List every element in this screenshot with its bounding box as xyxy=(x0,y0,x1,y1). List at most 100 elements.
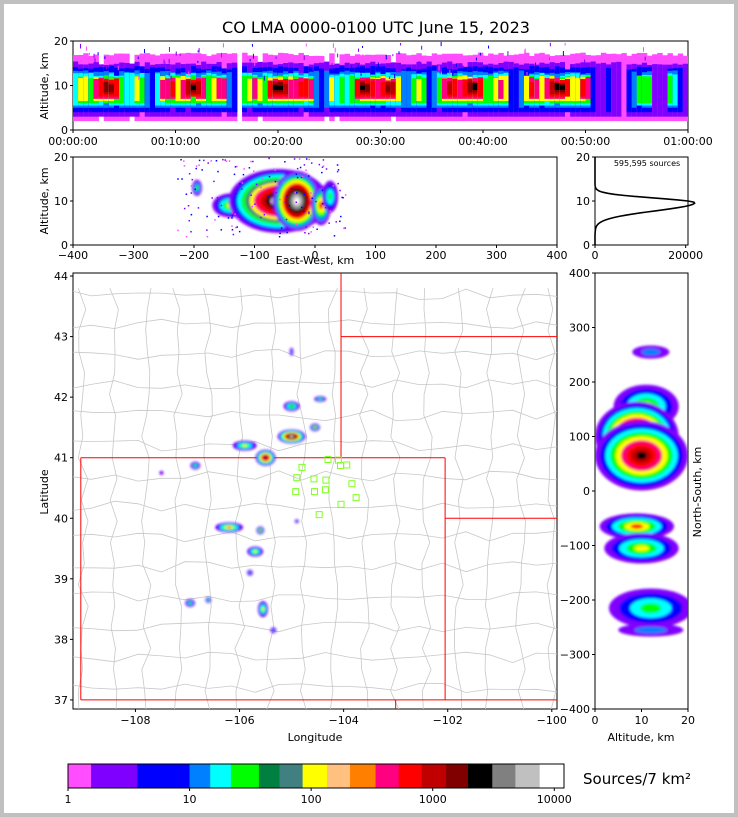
lma-station-marker xyxy=(315,511,323,519)
time-height-density xyxy=(73,41,688,122)
plan-view-x-tick: −102 xyxy=(433,714,463,727)
lma-station-marker xyxy=(348,480,356,488)
county-borders xyxy=(73,287,557,709)
altitude-histogram-y-tick: 0 xyxy=(583,239,590,252)
plan-view-y-tick: 37 xyxy=(54,694,68,707)
colorbar-swatch xyxy=(539,764,565,788)
colorbar-swatch xyxy=(375,764,400,788)
lma-station-marker xyxy=(352,494,360,502)
plan-view-y-tick: 38 xyxy=(54,633,68,646)
colorbar-tick: 100 xyxy=(301,793,322,806)
lma-station-marker xyxy=(337,500,345,508)
lma-stations xyxy=(292,456,360,519)
ew-height-x-tick: 0 xyxy=(312,249,319,262)
colorbar-swatch xyxy=(210,764,232,788)
colorbar-label: Sources/7 km² xyxy=(583,770,691,788)
ew-height-panel: −400 −300 −200 −100 0 100 200 300 400 0 10 20 Altit… xyxy=(38,151,568,267)
plan-view-density xyxy=(159,347,327,634)
plan-view-y-tick: 42 xyxy=(54,391,68,404)
colorbar-swatch xyxy=(515,764,541,788)
ns-height-y-tick: 0 xyxy=(583,485,590,498)
ew-height-y-tick: 0 xyxy=(61,239,68,252)
time-height-ylabel: Altitude, km xyxy=(38,52,51,119)
altitude-histogram-line xyxy=(594,157,696,245)
colorbar-tick: 1000 xyxy=(419,793,447,806)
colorbar-swatch xyxy=(492,764,516,788)
colorbar-tick: 10000 xyxy=(537,793,572,806)
ew-height-x-tick: 200 xyxy=(426,249,447,262)
ew-height-x-tick: 400 xyxy=(547,249,568,262)
ns-height-y-tick: −200 xyxy=(560,594,590,607)
colorbar: 1 10 100 1000 10000 Sources/7 km² xyxy=(65,763,691,806)
colorbar-swatch xyxy=(446,764,469,788)
ew-height-y-tick: 10 xyxy=(54,195,68,208)
plan-view-frame xyxy=(72,272,558,710)
plan-view-map xyxy=(73,273,557,709)
ns-height-y-tick: 100 xyxy=(569,431,590,444)
ew-height-x-tick: −300 xyxy=(118,249,148,262)
colorbar-ticks: 1 10 100 1000 10000 xyxy=(65,788,572,806)
ns-height-x-tick: 20 xyxy=(681,714,695,727)
ns-height-ticks: 0 10 20 400 300 200 100 0 −100 −200 −300 −400 xyxy=(560,267,695,727)
ns-height-panel: 0 10 20 400 300 200 100 0 −100 −200 −300 −400 North… xyxy=(560,267,704,744)
lma-station-marker xyxy=(322,476,330,484)
ew-height-x-tick: −400 xyxy=(58,249,88,262)
colorbar-swatch xyxy=(230,764,260,788)
ns-height-x-tick: 0 xyxy=(592,714,599,727)
ns-height-y-tick: −300 xyxy=(560,649,590,662)
ns-height-xlabel: Altitude, km xyxy=(607,731,674,744)
ns-height-ylabel: North-South, km xyxy=(691,447,704,538)
colorbar-swatch xyxy=(421,764,447,788)
lma-station-marker xyxy=(298,463,306,471)
ew-height-x-tick: 300 xyxy=(486,249,507,262)
colorbar-swatch xyxy=(189,764,211,788)
ns-height-x-tick: 10 xyxy=(635,714,649,727)
time-height-x-tick: 00:30:00 xyxy=(356,135,405,148)
altitude-histogram-y-tick: 20 xyxy=(576,151,590,164)
lma-station-marker xyxy=(293,474,301,482)
colorbar-tick: 1 xyxy=(65,793,72,806)
lma-station-marker xyxy=(321,486,329,494)
colorbar-swatch xyxy=(258,764,281,788)
ew-height-xlabel: East-West, km xyxy=(276,254,354,267)
colorbar-swatch xyxy=(68,764,92,788)
lma-station-marker xyxy=(292,488,300,496)
plan-view-panel: −108 −106 −104 −102 −100 37 38 39 40 41 42 43 44 Lat… xyxy=(38,270,567,744)
time-height-x-tick: 00:00:00 xyxy=(48,135,97,148)
time-height-x-tick: 00:20:00 xyxy=(253,135,302,148)
altitude-histogram-y-tick: 10 xyxy=(576,195,590,208)
colorbar-swatch xyxy=(326,764,351,788)
ns-height-y-tick: 400 xyxy=(569,267,590,280)
ns-height-y-tick: 300 xyxy=(569,322,590,335)
ns-height-frame xyxy=(594,272,689,710)
plan-view-y-tick: 41 xyxy=(54,452,68,465)
altitude-histogram-panel: 595,595 sources 0 20000 0 10 20 xyxy=(576,151,703,262)
colorbar-swatch xyxy=(467,764,493,788)
altitude-histogram-frame xyxy=(594,156,689,246)
plan-view-x-tick: −108 xyxy=(120,714,150,727)
ew-height-ylabel: Altitude, km xyxy=(38,167,51,234)
plan-view-x-tick: −104 xyxy=(329,714,359,727)
ns-height-y-tick: 200 xyxy=(569,376,590,389)
ew-height-density xyxy=(177,157,347,238)
plan-view-xlabel: Longitude xyxy=(288,731,343,744)
colorbar-swatch xyxy=(279,764,304,788)
colorbar-swatch xyxy=(302,764,328,788)
lma-station-marker xyxy=(334,456,342,464)
plan-view-y-tick: 39 xyxy=(54,573,68,586)
colorbar-swatch xyxy=(91,764,138,788)
ew-height-x-tick: −100 xyxy=(239,249,269,262)
ns-height-y-tick: −100 xyxy=(560,540,590,553)
lma-station-marker xyxy=(343,461,351,469)
plan-view-ylabel: Latitude xyxy=(38,469,51,515)
colorbar-swatch xyxy=(137,764,191,788)
ew-height-ticks: −400 −300 −200 −100 0 100 200 300 400 0 10 20 xyxy=(54,151,568,262)
altitude-histogram-x-tick: 0 xyxy=(592,249,599,262)
colorbar-swatches xyxy=(68,764,565,788)
time-height-y-tick: 0 xyxy=(61,124,68,137)
figure-frame: CO LMA 0000-0100 UTC June 15, 2023 00:00… xyxy=(4,4,734,813)
state-borders xyxy=(80,273,557,709)
ew-height-x-tick: 100 xyxy=(365,249,386,262)
colorbar-swatch xyxy=(398,764,423,788)
ns-height-y-tick: −400 xyxy=(560,703,590,716)
